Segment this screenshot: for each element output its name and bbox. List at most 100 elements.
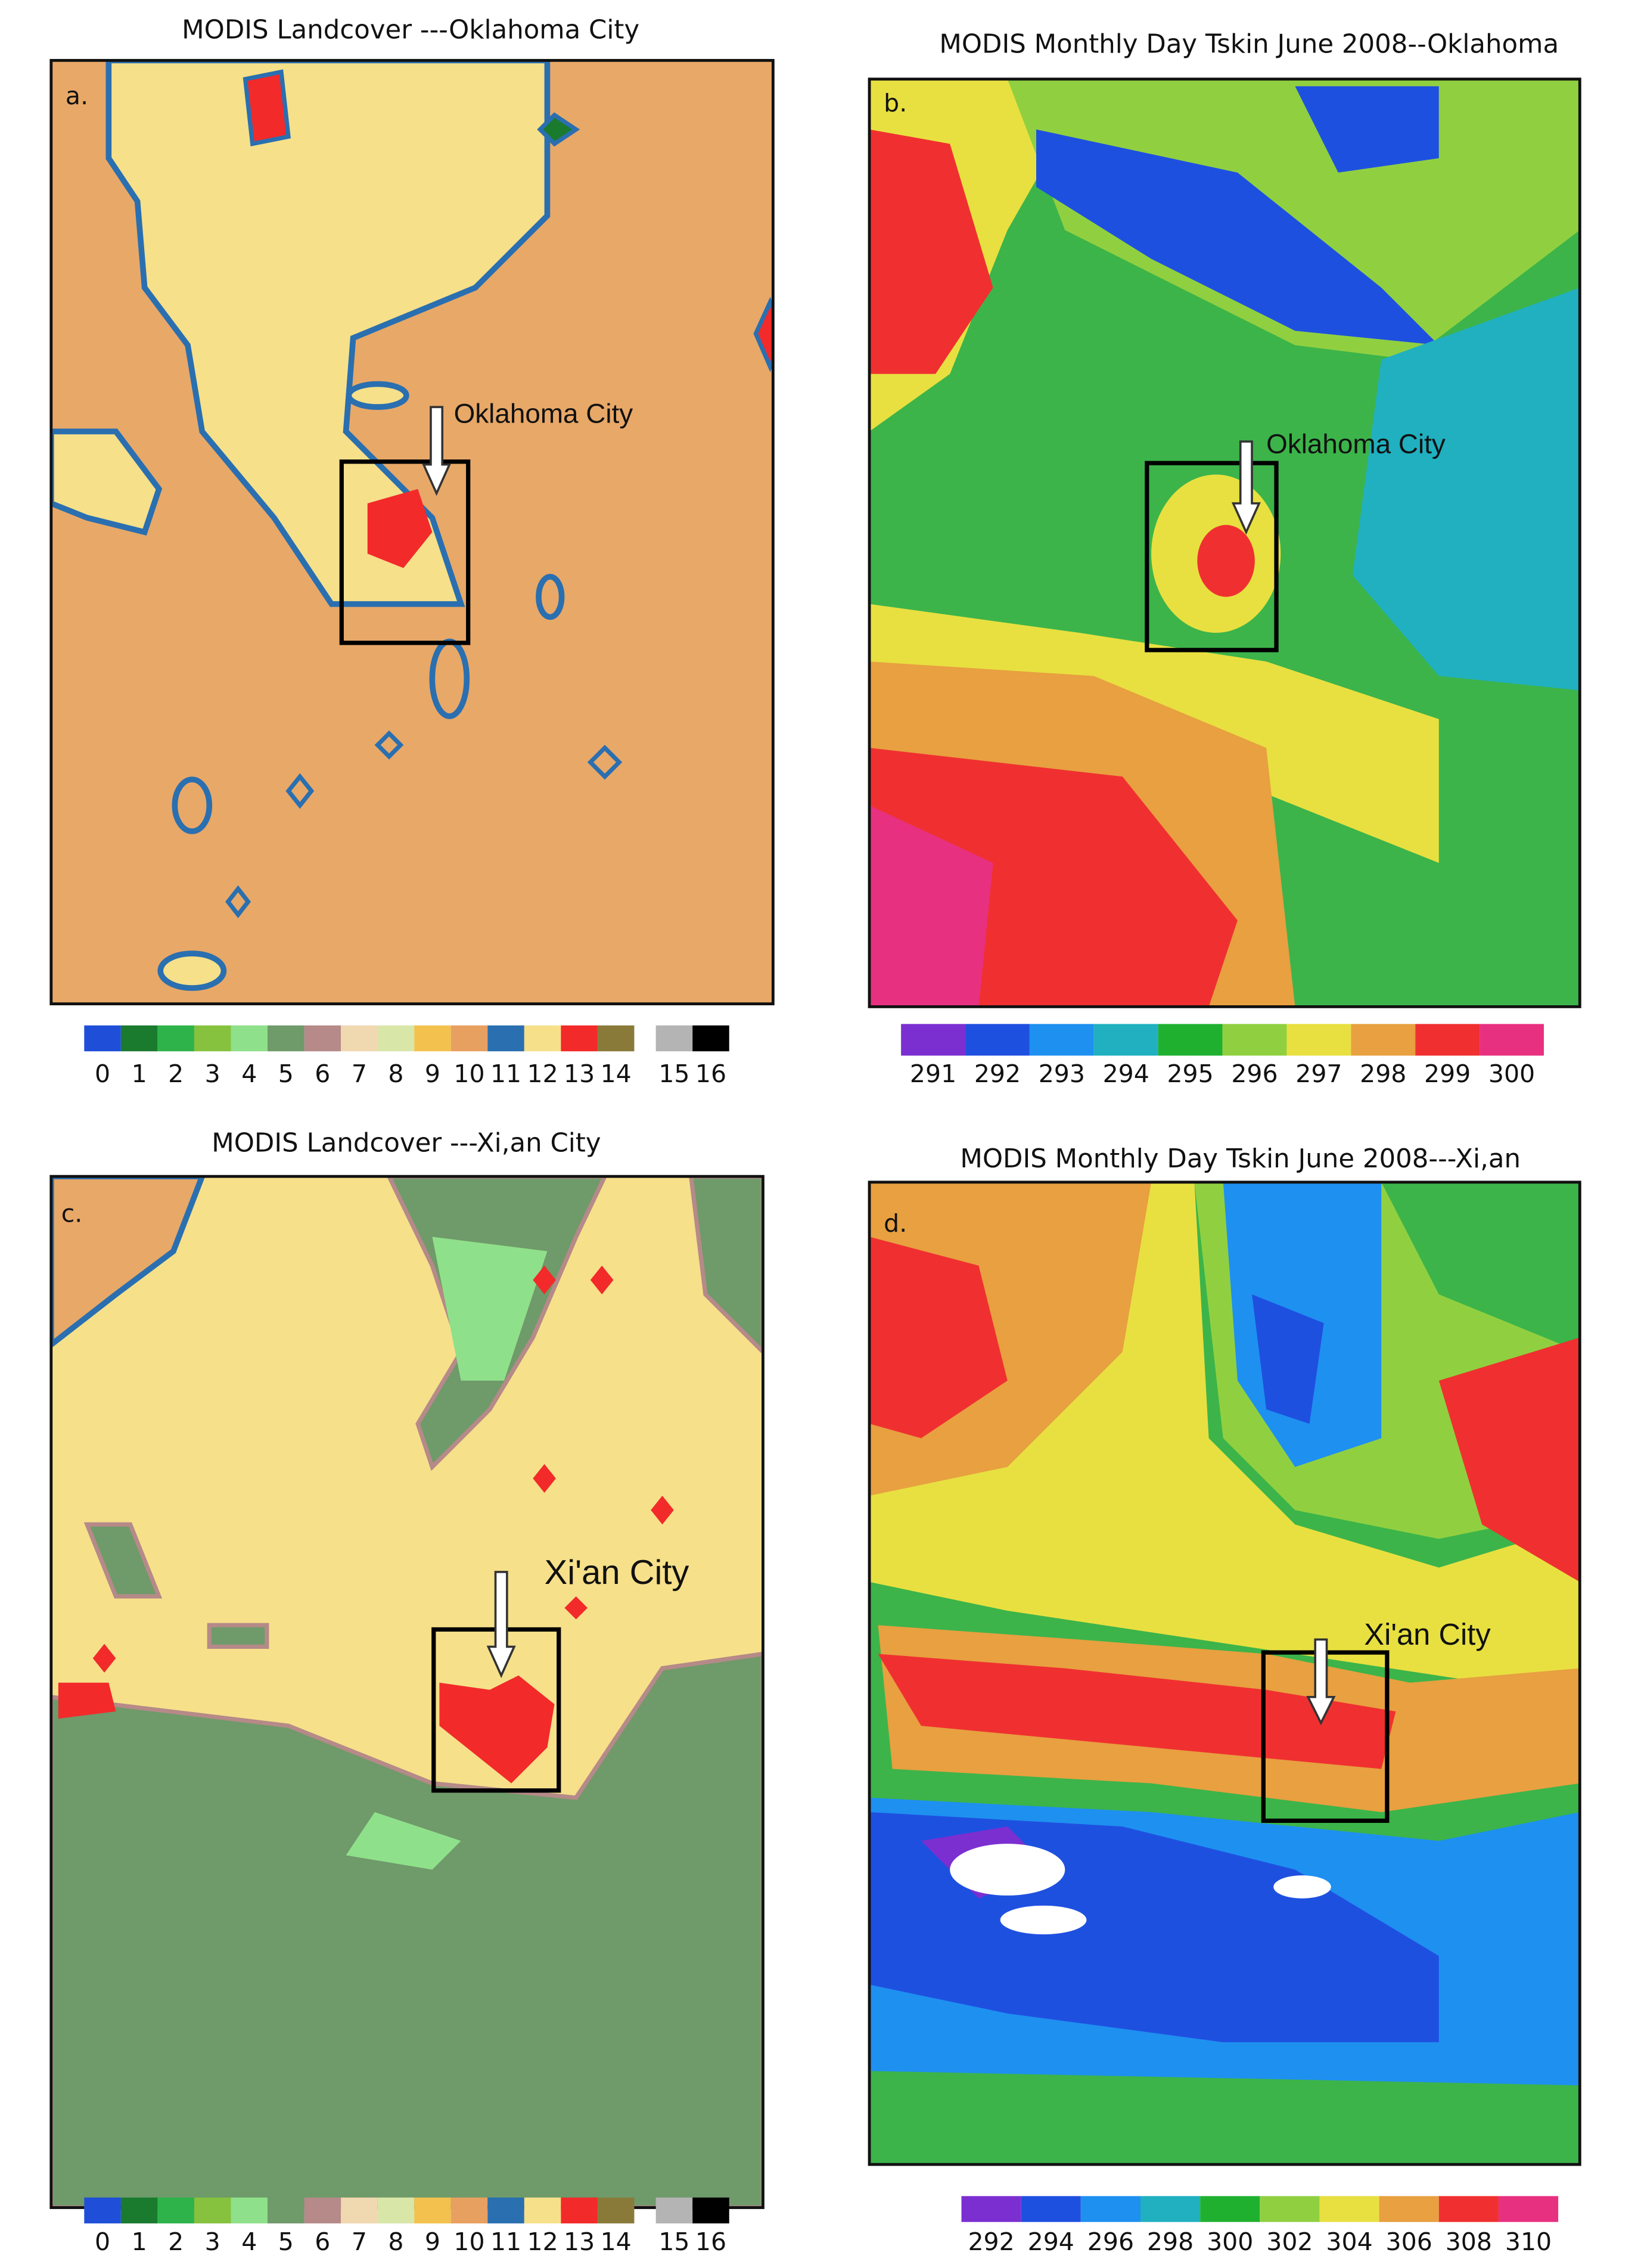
- colorbar-swatch: [268, 2197, 304, 2224]
- colorbar-label: 16: [695, 1060, 726, 1088]
- colorbar-label: 12: [527, 1060, 558, 1088]
- colorbar-swatch: [487, 2197, 524, 2224]
- panel-title: MODIS Monthly Day Tskin June 2008--Oklah…: [939, 30, 1559, 60]
- colorbar-swatch: [597, 1025, 635, 1052]
- colorbar-label: 0: [95, 1060, 110, 1088]
- city-annotation: Xi'an City: [545, 1554, 689, 1592]
- colorbar-swatch: [304, 1025, 341, 1052]
- colorbar-swatch: [1319, 2196, 1379, 2222]
- colorbar-swatch: [692, 1025, 729, 1052]
- colorbar-label: 308: [1446, 2227, 1492, 2256]
- colorbar-label: 4: [241, 2227, 257, 2256]
- colorbar-label: 293: [1039, 1060, 1085, 1088]
- colorbar-label: 7: [352, 2227, 367, 2256]
- colorbar-label: 13: [564, 2227, 595, 2256]
- colorbar-swatch: [965, 1024, 1030, 1056]
- colorbar-label: 12: [527, 2227, 558, 2256]
- colorbar-label: 292: [974, 1060, 1021, 1088]
- colorbar-swatch: [1351, 1024, 1416, 1056]
- colorbar-label: 10: [453, 2227, 484, 2256]
- colorbar-label: 9: [425, 2227, 440, 2256]
- colorbar-swatch: [692, 2197, 729, 2224]
- colorbar-swatch: [524, 2197, 561, 2224]
- map-a: [51, 60, 773, 1004]
- colorbar-label: 310: [1505, 2227, 1552, 2256]
- colorbar-swatch: [120, 2197, 158, 2224]
- arrow: [1231, 440, 1261, 535]
- colorbar-label: 15: [658, 2227, 689, 2256]
- colorbar-swatch: [414, 2197, 451, 2224]
- colorbar-label: 4: [241, 1060, 257, 1088]
- map-frame: [868, 77, 1581, 1008]
- arrow: [422, 406, 452, 496]
- colorbar-label: 0: [95, 2227, 110, 2256]
- colorbar-swatch: [194, 2197, 231, 2224]
- colorbar-swatch: [1021, 2196, 1081, 2222]
- colorbar-swatch: [901, 1024, 966, 1056]
- colorbar-swatch: [231, 2197, 268, 2224]
- colorbar-swatch: [1029, 1024, 1094, 1056]
- colorbar-swatch: [1438, 2196, 1499, 2222]
- colorbar-swatch: [1379, 2196, 1439, 2222]
- colorbar-label: 8: [388, 1060, 403, 1088]
- panel-title: MODIS Monthly Day Tskin June 2008---Xi,a…: [960, 1144, 1521, 1174]
- colorbar-label: 291: [910, 1060, 956, 1088]
- colorbar-swatch: [655, 2197, 693, 2224]
- colorbar-label: 1: [132, 1060, 147, 1088]
- colorbar-swatch: [1093, 1024, 1158, 1056]
- colorbar-swatch: [377, 1025, 415, 1052]
- colorbar-label: 3: [205, 1060, 220, 1088]
- colorbar-label: 15: [658, 1060, 689, 1088]
- colorbar-label: 5: [278, 2227, 294, 2256]
- colorbar-label: 14: [601, 1060, 632, 1088]
- colorbar-swatch: [561, 1025, 598, 1052]
- colorbar-label: 14: [601, 2227, 632, 2256]
- arrow: [1306, 1638, 1336, 1726]
- panel-label: c.: [61, 1199, 83, 1228]
- colorbar-label: 6: [315, 2227, 330, 2256]
- colorbar-label: 6: [315, 1060, 330, 1088]
- colorbar-label: 8: [388, 2227, 403, 2256]
- colorbar-swatch: [84, 2197, 121, 2224]
- colorbar-swatch: [1260, 2196, 1320, 2222]
- colorbar-swatch: [1200, 2196, 1260, 2222]
- colorbar-swatch: [268, 1025, 304, 1052]
- colorbar-label: 16: [695, 2227, 726, 2256]
- colorbar-label: 11: [490, 1060, 521, 1088]
- city-box: [1145, 461, 1279, 653]
- colorbar-label: 295: [1167, 1060, 1213, 1088]
- map-b: [869, 79, 1580, 1007]
- colorbar-swatch: [1498, 2196, 1559, 2222]
- panel-label: d.: [884, 1209, 907, 1238]
- panel-title: MODIS Landcover ---Xi,an City: [212, 1129, 601, 1158]
- colorbar-label: 13: [564, 1060, 595, 1088]
- colorbar-label: 299: [1424, 1060, 1471, 1088]
- colorbar-label: 298: [1147, 2227, 1194, 2256]
- city-annotation: Xi'an City: [1364, 1617, 1491, 1651]
- colorbar-label: 11: [490, 2227, 521, 2256]
- colorbar-swatch: [1415, 1024, 1480, 1056]
- colorbar-label: 297: [1295, 1060, 1342, 1088]
- colorbar-swatch: [120, 1025, 158, 1052]
- colorbar-swatch: [1140, 2196, 1201, 2222]
- map-frame: [868, 1180, 1581, 2166]
- colorbar-label: 7: [352, 1060, 367, 1088]
- colorbar-label: 1: [132, 2227, 147, 2256]
- colorbar-swatch: [231, 1025, 268, 1052]
- colorbar-swatch: [1480, 1024, 1544, 1056]
- colorbar-swatch: [84, 1025, 121, 1052]
- panel-title: MODIS Landcover ---Oklahoma City: [182, 15, 639, 45]
- colorbar-swatch: [561, 2197, 598, 2224]
- panel-label: b.: [884, 89, 907, 117]
- colorbar-swatch: [1080, 2196, 1140, 2222]
- map-frame: [49, 58, 775, 1005]
- colorbar-swatch: [304, 2197, 341, 2224]
- colorbar-swatch: [450, 1025, 488, 1052]
- colorbar-label: 9: [425, 1060, 440, 1088]
- city-box: [339, 459, 471, 645]
- colorbar-swatch: [341, 2197, 378, 2224]
- colorbar-swatch: [341, 1025, 378, 1052]
- colorbar-label: 3: [205, 2227, 220, 2256]
- city-annotation: Oklahoma City: [454, 398, 633, 429]
